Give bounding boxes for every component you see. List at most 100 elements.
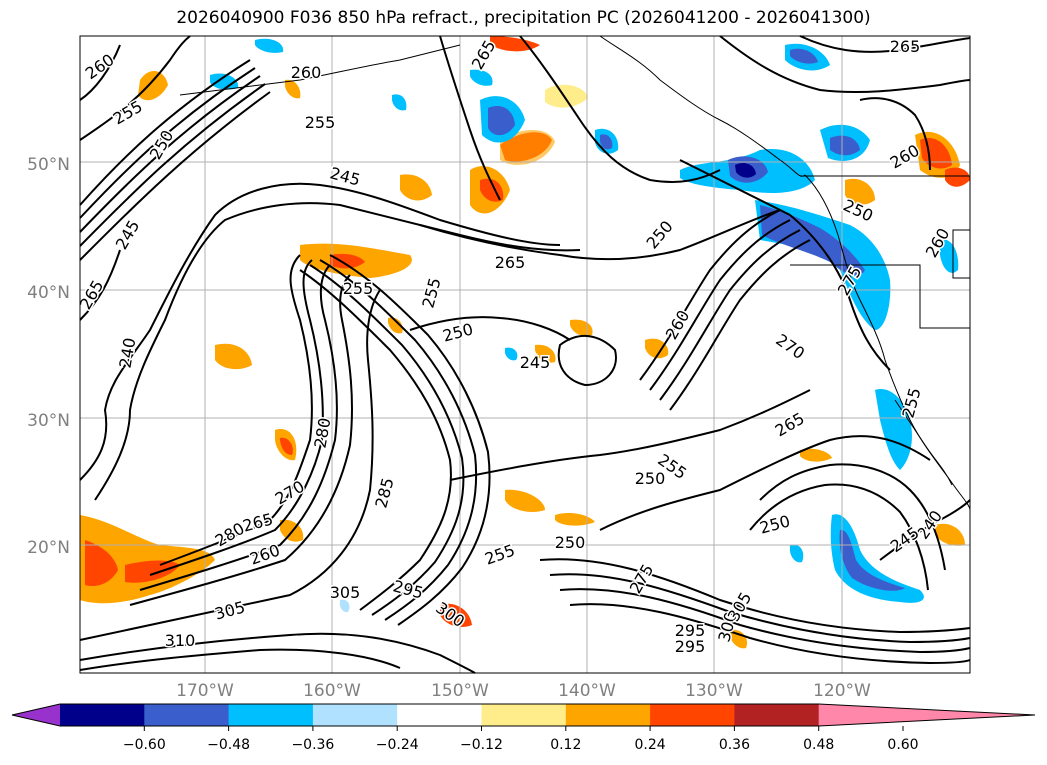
lon-tick: 150°W [431,681,489,701]
contour-line [879,499,971,561]
lon-tick: 170°W [176,681,234,701]
precip-blob [80,515,215,604]
contour-label: 245 [520,353,551,372]
colorbar-extend-high [818,704,1035,726]
contour-line [79,44,121,101]
colorbar-outline [11,703,1036,727]
precip-blob [138,70,168,101]
lat-tick: 50°N [27,155,70,175]
contour-line [599,435,931,531]
lat-tick: 30°N [27,411,70,431]
colorbar-tick-label: 0.24 [635,737,666,753]
contour-line [419,209,781,261]
precip-blob [945,167,970,187]
colorbar-segment [650,704,735,726]
lon-tick: 160°W [303,681,361,701]
precip-blob [790,544,804,563]
lon-tick: 130°W [685,681,743,701]
precip-blob [339,599,350,613]
precip-blob [839,529,905,591]
contour-line [799,35,971,53]
precip-blob [555,512,595,526]
contour-line [749,483,929,591]
precip-blob [285,79,301,99]
contour-line [139,264,338,591]
baja-coast [894,399,953,486]
colorbar-tick-label: −0.36 [291,737,334,753]
precip-blob [488,105,515,136]
contour-label: 280 [310,416,334,449]
contour-line [79,289,381,641]
figure-title: 2026040900 F036 850 hPa refract., precip… [176,8,871,28]
precip-anomaly-shading [80,36,970,649]
contour-line [659,229,801,401]
precip-blob [215,343,252,370]
colorbar-segment [734,704,820,726]
lon-tick: 140°W [558,681,616,701]
border-line [790,264,970,329]
precip-blob [545,84,588,108]
coastline [179,35,971,511]
contour-line [519,35,721,183]
colorbar: −0.60 −0.48 −0.36 −0.24 −0.12 0.12 0.24 0.36 0.4… [11,703,1036,753]
precip-blob [830,135,860,156]
contour-line [639,209,781,381]
contour-line [79,632,476,674]
axis-ticks: 50°N 40°N 30°N 20°N 170°W 160°W 150°W 14… [27,155,871,701]
precip-blob [940,239,959,273]
contour-line [719,35,971,94]
contour-label: 295 [675,621,706,640]
colorbar-tick-label: 0.60 [887,737,918,753]
aleutians-coast [179,44,461,96]
precip-blob [210,73,239,90]
contour-line [329,254,491,626]
colorbar-extend-low [12,704,60,726]
lat-tick: 20°N [27,538,70,558]
contour-line [669,239,811,411]
lon-tick: 120°W [813,681,871,701]
lat-tick: 40°N [27,283,70,303]
colorbar-tick-label: 0.36 [719,737,750,753]
contour-line [79,75,261,233]
contour-line [539,558,971,634]
precip-blob [830,514,924,603]
colorbar-tick-label: −0.12 [460,737,503,753]
precip-blob [790,48,818,64]
contour-line [79,91,271,261]
contour-line [94,202,581,501]
precip-blob [800,448,832,462]
colorbar-segment [481,704,567,726]
contour-line [569,603,971,665]
contour-line [79,249,121,321]
precip-blob [490,36,540,52]
precip-blob [125,560,180,583]
contour-line [409,316,571,341]
contour-label: 250 [555,533,586,552]
contour-line [557,334,617,387]
contour-line [79,83,266,247]
contour-line [319,259,478,621]
contour-line [79,35,191,141]
colorbar-tick-label: 0.12 [550,737,581,753]
contour-label: 265 [890,37,921,56]
colorbar-tick-label: −0.24 [376,737,419,753]
contour-label: 265 [495,253,526,272]
alaska-coast [599,35,806,177]
contour-line [649,219,791,391]
contour-label: 310 [165,631,196,650]
precip-blob [280,437,293,455]
precip-blob [535,344,556,363]
contour-line [79,59,251,206]
refractivity-contours [79,35,971,674]
colorbar-segment [144,704,230,726]
colorbar-segment [60,704,145,726]
precip-blob [255,38,284,53]
contour-line [559,588,971,654]
precip-blob [400,174,432,201]
precip-blob [388,317,403,334]
precip-blob [500,130,555,165]
precip-blob [330,253,365,269]
contour-label: 295 [675,637,706,656]
